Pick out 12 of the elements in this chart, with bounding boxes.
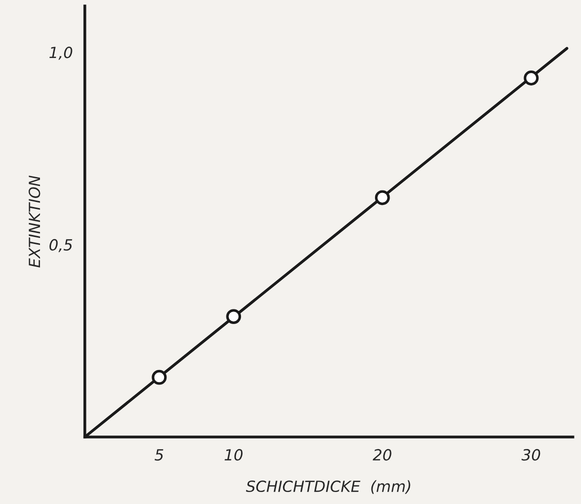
x-tick-label: 5 — [154, 449, 164, 461]
x-tick-label: 30 — [522, 449, 540, 461]
y-tick-label: 0,5 — [49, 239, 72, 252]
point — [524, 70, 539, 86]
y-axis-title: EXTINKTION — [28, 176, 40, 268]
x-axis-title: SCHICHTDICKE (mm) — [246, 480, 410, 494]
y-tick-label: 1,0 — [49, 46, 72, 60]
point — [374, 190, 390, 206]
point — [226, 309, 242, 324]
x-tick-label: 20 — [372, 449, 392, 461]
point — [152, 370, 167, 385]
x-tick-label: 10 — [224, 449, 243, 461]
